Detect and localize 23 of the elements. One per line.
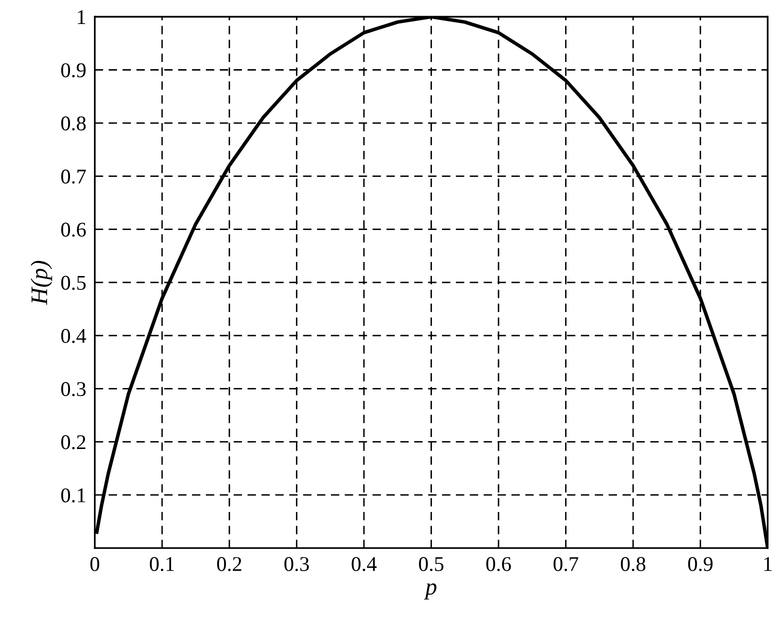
y-tick-label: 0.8 xyxy=(61,116,86,131)
x-tick-label: 0 xyxy=(90,557,100,572)
y-tick-label: 0.9 xyxy=(61,63,86,78)
y-axis-title: H(p) xyxy=(30,260,52,305)
y-tick-label: 0.5 xyxy=(61,276,86,290)
y-tick-label: 0.4 xyxy=(61,328,86,344)
y-tick-label: 0.3 xyxy=(61,382,86,396)
x-axis-title: p xyxy=(424,583,436,600)
y-tick-label: 0.7 xyxy=(61,170,86,184)
x-tick-label: 0.3 xyxy=(284,557,309,572)
x-tick-label: 0.9 xyxy=(688,557,713,572)
x-tick-label: 0.6 xyxy=(486,557,511,572)
y-tick-label: 1 xyxy=(78,10,86,24)
y-tick-label: 0.1 xyxy=(61,488,86,502)
y-tick-label: 0.2 xyxy=(61,435,86,450)
x-tick-label: 1 xyxy=(764,557,772,571)
x-tick-label: 0.5 xyxy=(419,557,444,572)
x-tick-label: 0.1 xyxy=(150,557,174,572)
x-tick-label: 0.7 xyxy=(554,557,578,572)
x-tick-label: 0.8 xyxy=(620,557,646,572)
x-tick-label: 0.2 xyxy=(217,557,242,572)
y-tick-label: 0.6 xyxy=(61,222,86,237)
x-tick-label: 0.4 xyxy=(352,557,377,572)
